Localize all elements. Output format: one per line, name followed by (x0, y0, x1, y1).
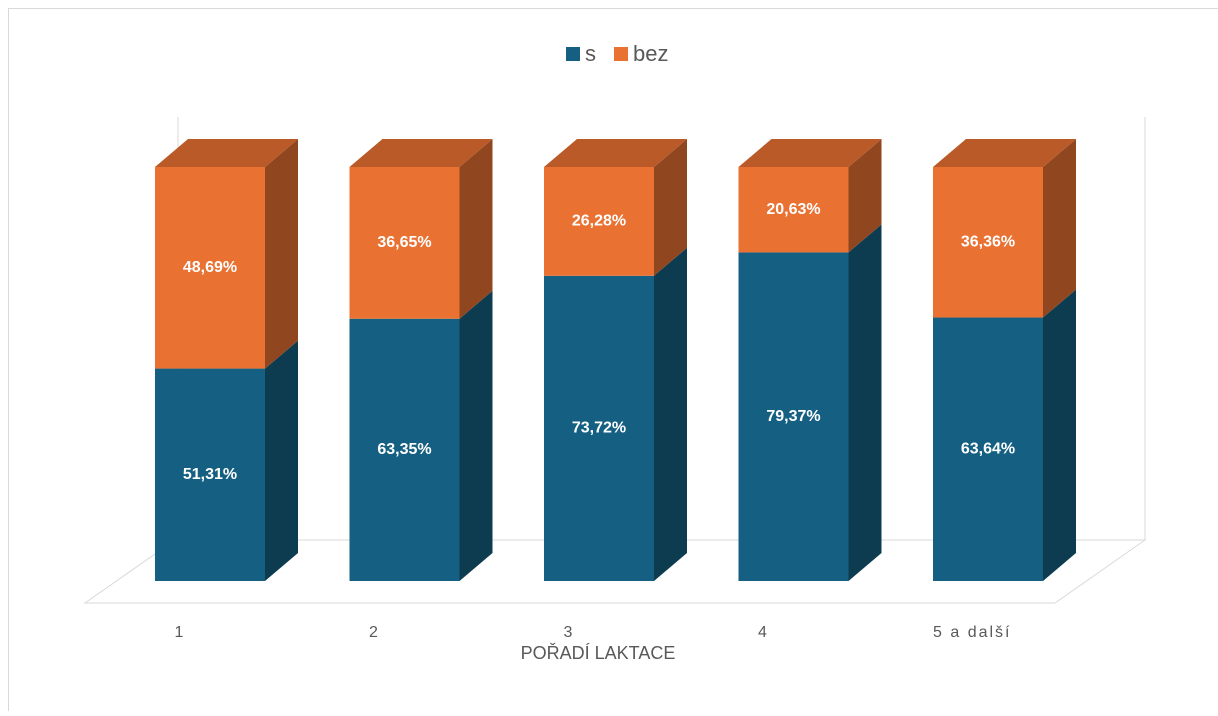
data-label: 79,37% (766, 408, 820, 425)
data-label: 63,35% (377, 441, 431, 458)
legend-swatch (566, 47, 580, 61)
x-tick-label: 5 a další (933, 624, 1011, 641)
data-label: 36,65% (377, 234, 431, 251)
x-axis-title: POŘADÍ LAKTACE (521, 643, 676, 663)
data-label: 63,64% (961, 440, 1015, 457)
data-label: 26,28% (572, 213, 626, 230)
data-label: 36,36% (961, 233, 1015, 250)
bar-side (265, 139, 298, 369)
data-label: 73,72% (572, 420, 626, 437)
x-tick-label: 2 (369, 624, 380, 641)
bar-side (654, 248, 687, 581)
x-tick-label: 3 (564, 624, 575, 641)
bar-side (460, 139, 493, 319)
bar-side (1043, 139, 1076, 318)
bar-side (849, 224, 882, 581)
legend-label: bez (633, 41, 668, 66)
data-label: 51,31% (183, 466, 237, 483)
bar-side (460, 291, 493, 581)
bar-side (265, 341, 298, 581)
legend-swatch (614, 47, 628, 61)
data-label: 48,69% (183, 259, 237, 276)
legend-label: s (585, 41, 596, 66)
bar-side (1043, 290, 1076, 581)
x-tick-label: 4 (758, 624, 769, 641)
x-tick-label: 1 (175, 624, 186, 641)
data-label: 20,63% (766, 201, 820, 218)
